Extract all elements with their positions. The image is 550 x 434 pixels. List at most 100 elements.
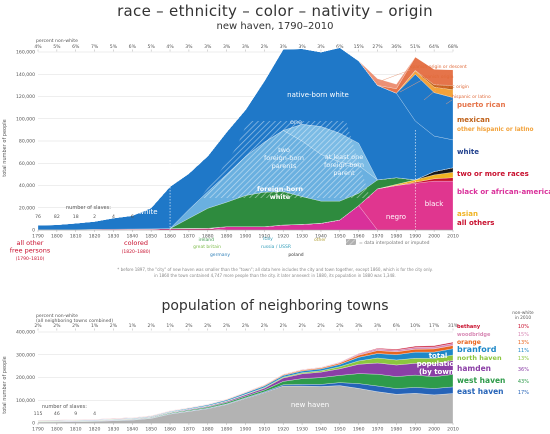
percent-nonwhite-label: 1% xyxy=(129,323,137,329)
chart2-y-axis-label: total number of people xyxy=(2,356,8,413)
chart2-top-axis-subtitle: (all neighboring towns combined) xyxy=(36,318,113,324)
chart1-footnote-2: in 1860 the town contained 4,747 more pe… xyxy=(154,273,396,278)
label-hispanic-or-latino: hispanic or latino xyxy=(452,94,491,100)
label-germany: germany xyxy=(210,252,230,258)
percent-nonwhite-label: 15% xyxy=(354,44,365,50)
percent-nonwhite-label: 2% xyxy=(261,44,269,50)
x-tick-label: 1920 xyxy=(277,427,289,433)
legend-nonwhite-bethany: 10% xyxy=(518,324,529,330)
legend-nonwhite-woodbridge: 15% xyxy=(518,332,529,338)
label-great-britain: great britain xyxy=(193,244,221,250)
chart1-right-legend: puerto rican mexican other hispanic or lat… xyxy=(457,101,550,227)
label-spanish-origin: spanish origin xyxy=(422,74,454,80)
legend-nonwhite-orange: 13% xyxy=(518,340,529,346)
legend-north-haven: north haven xyxy=(457,354,502,362)
x-tick-label: 1800 xyxy=(51,427,63,433)
legend-west-haven: west haven xyxy=(457,376,505,385)
label-two-foreign-born-parents: two foreign-born parents xyxy=(264,146,304,170)
chart2-top-axis-title: percent non-white xyxy=(36,313,78,319)
slave-count-label: 9 xyxy=(74,411,77,417)
percent-nonwhite-label: 1% xyxy=(91,323,99,329)
x-tick-label: 1810 xyxy=(70,234,82,240)
x-tick-label: 2000 xyxy=(428,234,440,240)
percent-nonwhite-label: 10% xyxy=(410,323,421,329)
y-tick-label: 200,000 xyxy=(16,375,35,381)
percent-nonwhite-label: 3% xyxy=(242,44,250,50)
percent-nonwhite-label: 3% xyxy=(280,44,288,50)
percent-nonwhite-label: 3% xyxy=(223,44,231,50)
label-foreign-born-white: foreign-born white xyxy=(257,185,303,201)
chart1-title: race – ethnicity – color – nativity – or… xyxy=(117,2,433,20)
label-all-other-free-persons: all other free persons xyxy=(10,239,51,255)
x-tick-label: 1820 xyxy=(89,234,101,240)
label-colored: colored xyxy=(124,239,148,247)
label-new-haven: new haven xyxy=(291,401,329,409)
percent-nonwhite-label: 5% xyxy=(148,44,156,50)
x-tick-label: 1810 xyxy=(70,427,82,433)
y-tick-label: 0 xyxy=(32,421,35,427)
percent-nonwhite-label: 27% xyxy=(372,44,383,50)
chart2-slaves-row: 115 46 9 4 xyxy=(34,411,97,417)
percent-nonwhite-label: 2% xyxy=(280,323,288,329)
legend-nonwhite-hamden: 36% xyxy=(518,367,529,373)
x-tick-label: 1990 xyxy=(409,234,421,240)
chart2-legend-header: non-white in 2010 xyxy=(512,310,534,321)
x-tick-label: 1880 xyxy=(202,234,214,240)
percent-nonwhite-label: 3% xyxy=(204,44,212,50)
percent-nonwhite-label: 2% xyxy=(204,323,212,329)
x-tick-label: 1840 xyxy=(126,234,138,240)
x-tick-label: 1850 xyxy=(145,234,157,240)
chart1-interpolated-hatch xyxy=(200,121,370,198)
label-colored-years: (1820–1880) xyxy=(122,249,151,255)
x-tick-label: 2010 xyxy=(447,427,459,433)
chart2-x-tick-labels: 1790 1800 1810 1820 1830 1840 1850 1860 1870 1880… xyxy=(32,423,459,433)
legend-black-or-african-american: black or african-american xyxy=(457,188,550,196)
x-tick-label: 1840 xyxy=(126,427,138,433)
percent-nonwhite-label: 2% xyxy=(261,323,269,329)
percent-nonwhite-label: 2% xyxy=(336,323,344,329)
y-tick-label: 100,000 xyxy=(16,398,35,404)
percent-nonwhite-label: 2% xyxy=(148,323,156,329)
x-tick-label: 1920 xyxy=(277,234,289,240)
x-tick-label: 1980 xyxy=(391,427,403,433)
label-russia-ussr: russia / USSR xyxy=(261,244,291,250)
percent-nonwhite-label: 7% xyxy=(91,44,99,50)
x-tick-label: 1930 xyxy=(296,427,308,433)
x-tick-label: 1970 xyxy=(372,427,384,433)
chart2-y-tick-labels: 0 100,000 200,000 300,000 400,000 xyxy=(16,330,35,427)
x-tick-label: 1880 xyxy=(202,427,214,433)
percent-nonwhite-label: 31% xyxy=(448,323,459,329)
legend-east-haven: east haven xyxy=(457,387,504,396)
label-other-small: other xyxy=(314,237,326,243)
x-tick-label: 1890 xyxy=(221,427,233,433)
x-tick-label: 1860 xyxy=(164,234,176,240)
label-poland: poland xyxy=(288,252,303,258)
hispanic-leader-lines xyxy=(377,69,453,105)
legend-two-or-more-races: two or more races xyxy=(457,170,529,178)
chart2-total-label: total population (by town) xyxy=(417,352,459,376)
x-tick-label: 1790 xyxy=(32,427,44,433)
x-tick-label: 1850 xyxy=(145,427,157,433)
chart1-top-axis-title: percent non-white xyxy=(36,38,78,44)
x-tick-label: 1790 xyxy=(32,234,44,240)
label-native-born-white: native-born white xyxy=(287,91,349,99)
x-tick-label: 1930 xyxy=(296,234,308,240)
y-tick-label: 0 xyxy=(32,228,35,234)
percent-nonwhite-label: 6% xyxy=(129,44,137,50)
legend-nonwhite-north-haven: 13% xyxy=(518,356,529,362)
x-tick-label: 1940 xyxy=(315,427,327,433)
y-tick-label: 300,000 xyxy=(16,352,35,358)
x-tick-label: 1800 xyxy=(51,234,63,240)
percent-nonwhite-label: 2% xyxy=(317,323,325,329)
area-spanish-origin xyxy=(37,47,454,226)
x-tick-label: 1890 xyxy=(221,234,233,240)
x-tick-label: 1910 xyxy=(259,234,271,240)
x-tick-label: 1950 xyxy=(334,427,346,433)
percent-nonwhite-label: 6% xyxy=(336,44,344,50)
label-ireland: ireland xyxy=(199,237,215,243)
x-tick-label: 1870 xyxy=(183,234,195,240)
percent-nonwhite-label: 2% xyxy=(223,323,231,329)
label-interpolated: = data interpolated or imputed xyxy=(359,240,430,246)
legend-orange: orange xyxy=(457,339,481,346)
y-tick-label: 80,000 xyxy=(19,139,35,145)
